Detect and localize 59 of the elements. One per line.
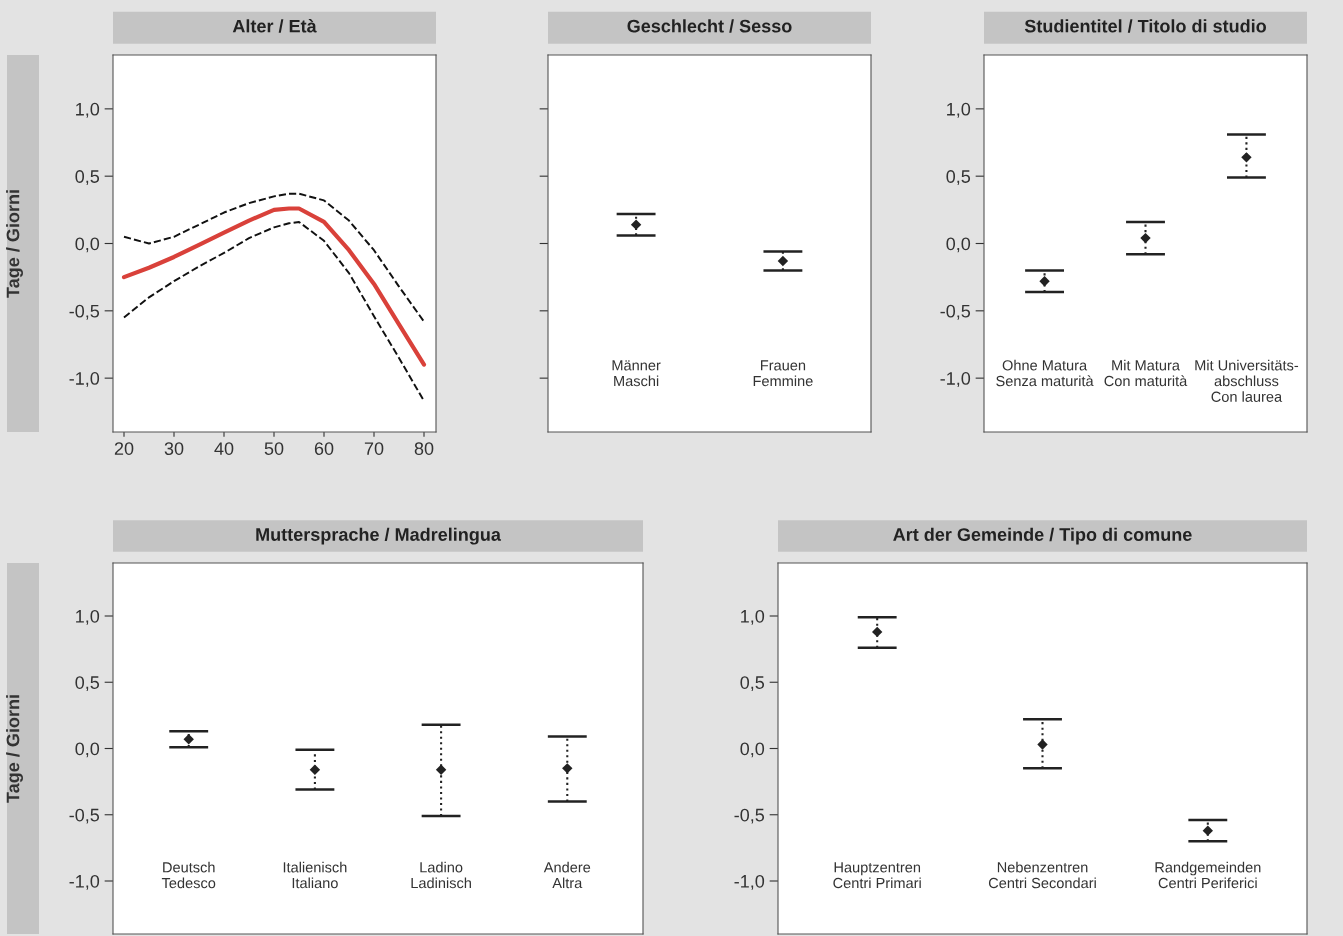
line-series xyxy=(123,192,425,323)
y-tick-label: -0,5 xyxy=(734,808,765,824)
y-tick-label: 0,5 xyxy=(740,676,765,692)
y-tick-label: -1,0 xyxy=(69,874,100,890)
y-tick-label: 0,0 xyxy=(75,237,100,253)
x-tick-label: Hauptzentren Centri Primari xyxy=(833,862,921,889)
x-tick-label: 60 xyxy=(314,442,334,455)
y-tick-label: 1,0 xyxy=(741,609,765,625)
x-tick-label: 70 xyxy=(364,442,384,455)
chart-title: Muttersprache / Madrelingua xyxy=(256,527,502,545)
y-tick-label: 0,5 xyxy=(946,170,971,186)
x-tick-label: Männer Maschi xyxy=(612,360,661,387)
x-tick-label: Nebenzentren Centri Secondari xyxy=(988,861,1096,889)
chart-title: Studientitel / Titolo di studio xyxy=(1024,19,1267,33)
point xyxy=(871,626,883,638)
y-axis-title: Tage / Giorni xyxy=(6,695,23,803)
point xyxy=(309,764,321,775)
x-tick-label: Ohne Matura Senza maturità xyxy=(996,359,1094,387)
x-tick-label: 20 xyxy=(114,442,134,455)
y-tick-label: -0,5 xyxy=(940,304,971,320)
x-tick-label: Frauen Femmine xyxy=(753,360,813,387)
chart-title: Geschlecht / Sesso xyxy=(627,19,792,33)
point xyxy=(1202,825,1214,836)
x-tick-label: Italienisch Italiano xyxy=(283,861,347,889)
line-series xyxy=(121,206,427,367)
point xyxy=(1039,276,1050,287)
point xyxy=(562,763,573,774)
y-tick-label: 0,5 xyxy=(75,676,100,692)
line-series xyxy=(123,220,425,402)
x-tick-label: 50 xyxy=(264,442,284,455)
chart-title: Alter / Età xyxy=(232,19,317,33)
point xyxy=(1241,152,1252,163)
y-tick-label: -1,0 xyxy=(69,372,100,387)
x-tick-label: Ladino Ladinisch xyxy=(411,861,471,889)
y-tick-label: -0,5 xyxy=(69,304,100,320)
y-tick-label: 0,0 xyxy=(75,742,100,758)
x-tick-label: Deutsch Tedesco xyxy=(161,861,216,889)
x-tick-label: 30 xyxy=(164,442,184,455)
point xyxy=(435,764,447,775)
y-tick-label: 1,0 xyxy=(76,609,100,625)
y-tick-label: 1,0 xyxy=(76,102,100,118)
y-tick-label: -1,0 xyxy=(734,874,765,890)
y-tick-label: 0,0 xyxy=(946,237,971,253)
x-tick-label: 80 xyxy=(414,442,434,455)
x-tick-label: Andere Altra xyxy=(543,861,591,889)
point xyxy=(183,734,194,745)
chart-title: Art der Gemeinde / Tipo di comune xyxy=(893,527,1192,545)
y-tick-label: 0,5 xyxy=(75,170,100,186)
x-tick-label: Mit Universitäts- abschluss Con laurea xyxy=(1195,359,1299,402)
y-tick-label: 0,0 xyxy=(740,742,765,758)
point xyxy=(1140,232,1151,244)
y-tick-label: -0,5 xyxy=(69,808,100,824)
y-tick-label: 1,0 xyxy=(947,102,971,118)
y-tick-label: -1,0 xyxy=(940,372,971,387)
y-axis-title: Tage / Giorni xyxy=(6,190,23,298)
x-tick-label: 40 xyxy=(214,442,234,455)
x-tick-label: Mit Matura Con maturità xyxy=(1104,359,1188,387)
point xyxy=(1037,739,1048,750)
x-tick-label: Randgemeinden Centri Periferici xyxy=(1155,861,1261,889)
